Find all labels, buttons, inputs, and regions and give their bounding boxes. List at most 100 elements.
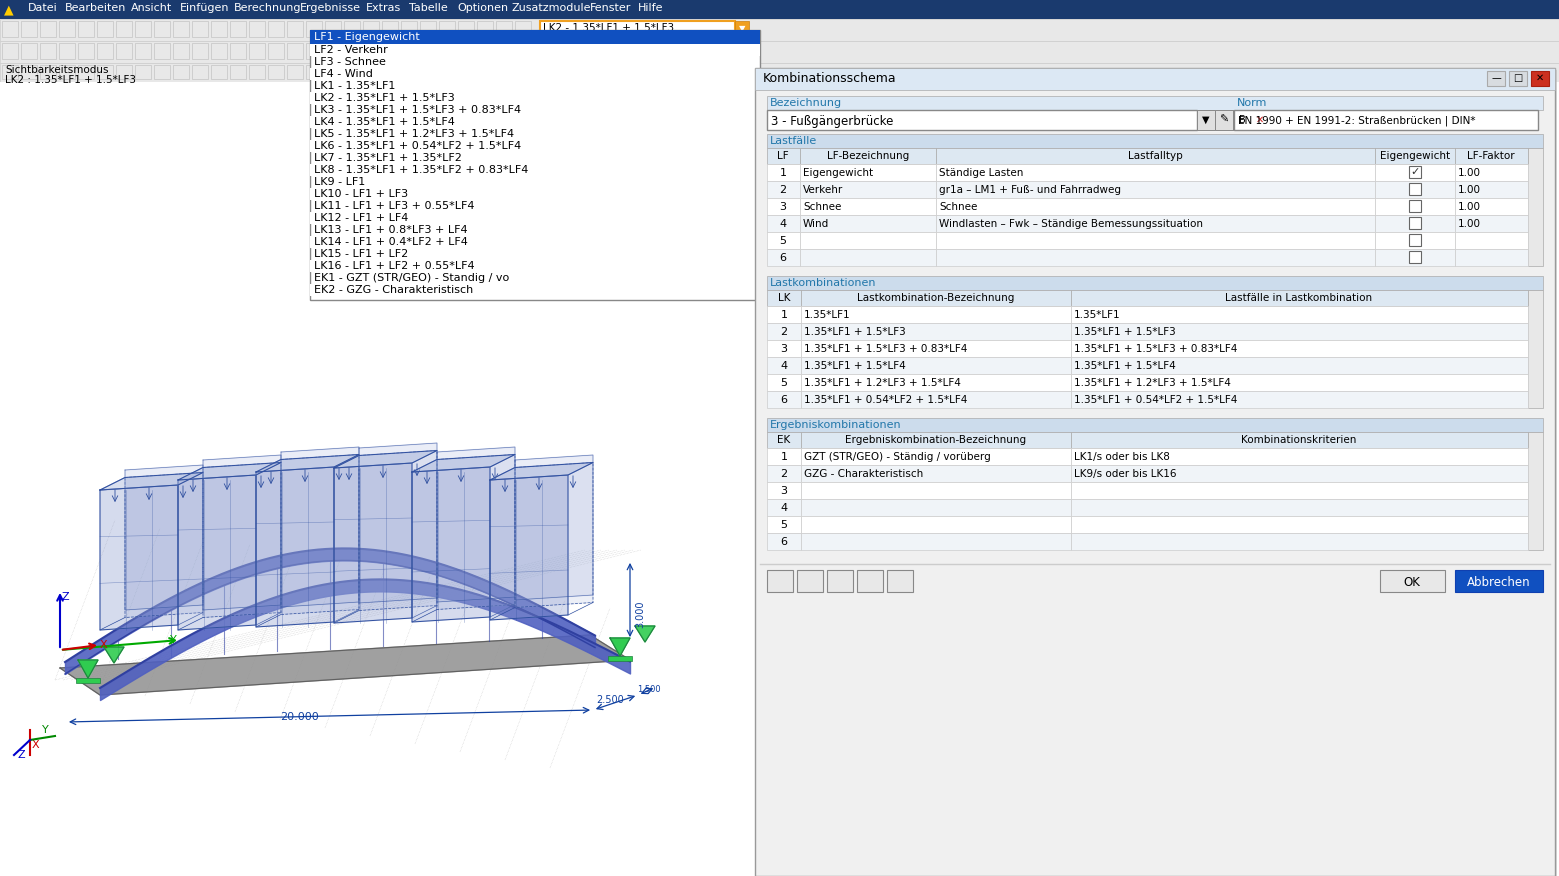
Bar — [154, 21, 170, 37]
Text: Lastfälle: Lastfälle — [770, 136, 817, 146]
Bar — [458, 21, 474, 37]
Text: ✓: ✓ — [1409, 167, 1419, 177]
Bar — [1528, 432, 1543, 550]
Bar — [477, 43, 493, 59]
Bar — [136, 43, 151, 59]
Text: 6: 6 — [780, 253, 786, 263]
Bar — [1071, 290, 1528, 306]
Text: LK6 - 1.35*LF1 + 0.54*LF2 + 1.5*LF4: LK6 - 1.35*LF1 + 0.54*LF2 + 1.5*LF4 — [313, 141, 521, 151]
Bar — [767, 198, 800, 215]
Polygon shape — [412, 467, 490, 622]
Text: Ansicht: Ansicht — [131, 3, 171, 13]
Bar — [935, 148, 1375, 164]
Text: Y: Y — [42, 725, 48, 735]
Text: Abbrechen: Abbrechen — [1467, 576, 1531, 589]
Bar — [1455, 181, 1528, 198]
Text: 1.00: 1.00 — [1458, 219, 1481, 229]
Polygon shape — [178, 463, 281, 480]
Polygon shape — [59, 635, 630, 695]
Text: LK12 - LF1 + LF4: LK12 - LF1 + LF4 — [313, 213, 408, 223]
Bar — [2, 65, 19, 79]
Bar — [767, 533, 801, 550]
Polygon shape — [334, 463, 412, 623]
Bar — [767, 418, 1543, 432]
Text: ▲: ▲ — [5, 3, 14, 16]
Bar — [310, 188, 759, 200]
Bar — [801, 306, 1071, 323]
Text: 1.35*LF1 + 0.54*LF2 + 1.5*LF4: 1.35*LF1 + 0.54*LF2 + 1.5*LF4 — [804, 395, 968, 405]
Bar — [210, 65, 228, 79]
Bar — [800, 249, 935, 266]
Bar — [767, 465, 801, 482]
Text: 1.35*LF1 + 1.2*LF3 + 1.5*LF4: 1.35*LF1 + 1.2*LF3 + 1.5*LF4 — [804, 378, 960, 388]
Text: LK9/s oder bis LK16: LK9/s oder bis LK16 — [1074, 469, 1177, 479]
Bar — [1409, 234, 1420, 246]
Text: 1.500: 1.500 — [638, 685, 661, 694]
Bar — [1409, 217, 1420, 229]
Bar — [801, 465, 1071, 482]
Bar — [78, 43, 94, 59]
Bar — [1250, 110, 1269, 130]
Bar — [231, 43, 246, 59]
Polygon shape — [359, 443, 437, 603]
Bar — [801, 374, 1071, 391]
Bar — [1409, 200, 1420, 212]
Bar — [401, 43, 416, 59]
Bar — [115, 43, 133, 59]
Bar — [310, 164, 759, 176]
Bar — [800, 198, 935, 215]
Bar — [1409, 183, 1420, 195]
Bar — [887, 570, 914, 592]
Bar — [310, 116, 759, 128]
Text: Windlasten – Fwk – Ständige Bemessungssituation: Windlasten – Fwk – Ständige Bemessungssi… — [939, 219, 1204, 229]
Bar — [767, 323, 801, 340]
Text: 5: 5 — [780, 236, 786, 246]
Text: 4: 4 — [781, 503, 787, 513]
Text: Ergebniskombinationen: Ergebniskombinationen — [770, 420, 901, 430]
Bar — [210, 43, 228, 59]
Text: LK1 - 1.35*LF1: LK1 - 1.35*LF1 — [313, 81, 396, 91]
Bar — [310, 140, 759, 152]
Bar — [1071, 432, 1528, 448]
Bar — [767, 340, 801, 357]
Bar — [231, 21, 246, 37]
Bar — [767, 570, 794, 592]
Bar — [767, 276, 1543, 290]
Bar — [767, 432, 801, 448]
Bar — [608, 656, 631, 661]
Text: X: X — [100, 640, 108, 650]
Bar — [1455, 198, 1528, 215]
Bar — [801, 533, 1071, 550]
Bar — [1380, 570, 1445, 592]
Text: 1.35*LF1 + 1.5*LF4: 1.35*LF1 + 1.5*LF4 — [804, 361, 906, 371]
Bar — [734, 21, 748, 37]
Bar — [401, 21, 416, 37]
Bar — [310, 212, 759, 224]
Bar — [268, 65, 284, 79]
Bar — [1071, 357, 1528, 374]
Text: B: B — [1238, 115, 1246, 125]
Text: 5: 5 — [781, 520, 787, 530]
Text: EN 1990 + EN 1991-2: Straßenbrücken | DIN*: EN 1990 + EN 1991-2: Straßenbrücken | DI… — [1238, 115, 1475, 125]
Bar — [192, 65, 207, 79]
Bar — [801, 432, 1071, 448]
Bar — [310, 284, 759, 296]
Bar — [935, 198, 1375, 215]
Polygon shape — [281, 447, 359, 607]
Text: LF4 - Wind: LF4 - Wind — [313, 69, 373, 79]
Bar — [496, 21, 511, 37]
Bar — [801, 482, 1071, 499]
Bar — [539, 21, 734, 37]
Bar — [1071, 374, 1528, 391]
Bar — [1375, 249, 1455, 266]
Polygon shape — [514, 463, 592, 607]
Bar — [306, 21, 323, 37]
Bar — [1531, 71, 1550, 86]
Bar — [767, 290, 801, 306]
Bar — [249, 21, 265, 37]
Bar — [345, 21, 360, 37]
Bar — [767, 96, 1543, 110]
Bar — [801, 340, 1071, 357]
Bar — [115, 21, 133, 37]
Text: 1.35*LF1 + 1.5*LF3: 1.35*LF1 + 1.5*LF3 — [804, 327, 906, 337]
